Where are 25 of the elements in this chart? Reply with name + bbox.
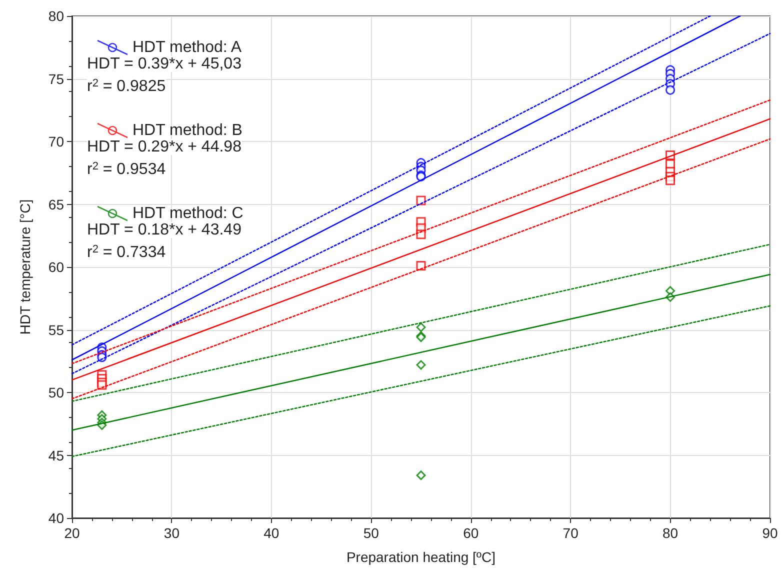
x-tick-label: 50	[363, 525, 380, 541]
x-tick-label: 20	[64, 525, 80, 541]
y-tick-label: 40	[48, 510, 64, 526]
x-axis-title: Preparation heating [ºC]	[346, 549, 496, 565]
annotation: HDT = 0.18*x + 43.49	[87, 222, 242, 238]
y-tick-label: 70	[48, 134, 64, 150]
legend-label: HDT method: C	[132, 205, 244, 222]
x-tick-label: 60	[463, 525, 479, 541]
y-tick-label: 45	[48, 447, 64, 464]
legend-label: HDT method: A	[132, 39, 242, 56]
y-axis-title: HDT temperature [°C]	[17, 199, 33, 335]
y-tick-label: 60	[48, 259, 64, 275]
x-tick-label: 80	[662, 525, 678, 541]
annotation: HDT = 0.39*x + 45,03	[87, 56, 242, 72]
y-tick-label: 55	[48, 322, 64, 338]
x-tick-label: 90	[762, 525, 778, 541]
y-tick-label: 80	[48, 8, 64, 24]
y-tick-label: 75	[48, 70, 64, 87]
x-tick-label: 30	[164, 525, 180, 541]
y-tick-label: 65	[48, 196, 64, 212]
legend-label: HDT method: B	[132, 122, 242, 139]
x-tick-label: 40	[264, 525, 280, 541]
annotation: HDT = 0.29*x + 44.98	[87, 138, 242, 156]
x-tick-label: 70	[562, 525, 579, 541]
y-tick-label: 50	[48, 384, 64, 400]
